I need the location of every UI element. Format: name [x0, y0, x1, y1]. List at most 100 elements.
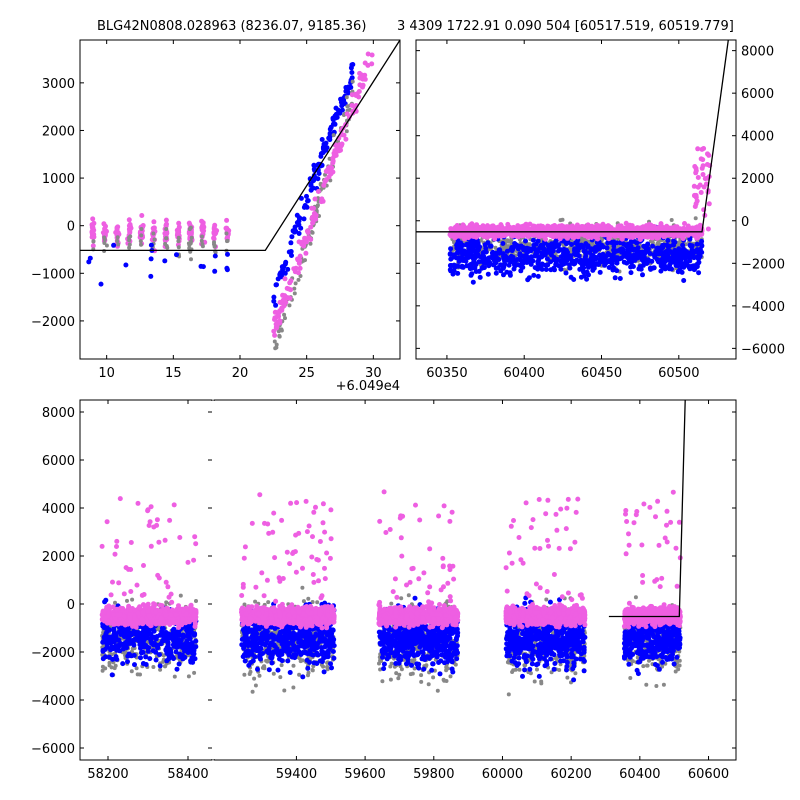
top-right-point-blue [545, 242, 551, 248]
top-right-point-blue [667, 266, 672, 272]
top-left-point-gray [176, 245, 181, 250]
bottom-point-blue [150, 648, 156, 654]
top-right-point-blue [699, 249, 705, 255]
top-left-point-blue [319, 137, 325, 142]
bottom-point-blue [143, 662, 149, 667]
top-left-point-pink [163, 217, 169, 223]
top-right-point-pink [671, 227, 677, 232]
top-left-point-gray [308, 241, 313, 246]
top-right-point-pink [705, 226, 711, 232]
bottom-point-gray [130, 646, 135, 651]
top-right-point-blue [655, 251, 660, 257]
top-left-point-blue [318, 153, 324, 159]
top-right-point-blue [514, 257, 520, 262]
bottom-point-blue [132, 636, 138, 642]
top-left-point-gray [115, 239, 120, 243]
top-right-point-blue [535, 265, 541, 270]
top-left-point-pink [297, 257, 303, 263]
top-left-point-gray [283, 316, 287, 321]
bottom-point-blue [131, 652, 137, 658]
top-right-point-blue [694, 264, 700, 270]
top-left-point-gray [189, 239, 193, 244]
top-right-point-blue [459, 263, 465, 269]
bottom-point-blue [120, 661, 126, 667]
top-left-point-pink [370, 33, 375, 38]
top-right-ytick-label: 8000 [741, 45, 774, 60]
top-left-point-gray [187, 227, 192, 232]
top-left-point-blue [304, 193, 309, 199]
top-right-point-pink [479, 232, 485, 238]
top-left-point-blue [174, 252, 179, 258]
top-left-point-blue [289, 253, 294, 258]
top-right-point-blue [482, 258, 488, 264]
top-right-point-blue [447, 267, 453, 273]
top-right-point-blue [699, 238, 705, 244]
top-left-point-pink [343, 136, 349, 142]
bottom-point-blue [143, 654, 149, 660]
bottom-point-blue [109, 646, 115, 652]
top-right-point-blue [608, 240, 614, 245]
top-left-point-blue [335, 107, 341, 113]
bottom-point-blue [171, 638, 177, 643]
top-left-point-gray [189, 235, 194, 240]
top-left-point-pink [369, 61, 375, 67]
top-right-point-blue [609, 255, 615, 261]
top-left-point-pink [357, 70, 363, 76]
bottom-point-blue [157, 663, 163, 669]
top-right-point-blue [691, 248, 697, 254]
top-right-point-pink [698, 156, 704, 162]
top-right-point-blue [592, 256, 598, 262]
top-right-point-blue [675, 269, 681, 275]
top-right-point-blue [574, 251, 580, 257]
top-left-point-gray [116, 242, 121, 247]
top-left-point-gray [164, 236, 169, 241]
bottom-point-blue [131, 629, 137, 635]
top-left-point-pink [272, 309, 278, 315]
top-left-point-blue [349, 70, 355, 75]
top-right-point-pink [630, 233, 636, 239]
bottom-point-pink [191, 557, 197, 563]
top-right-point-blue [500, 265, 506, 271]
top-left-point-pink [356, 89, 362, 94]
top-right-point-blue [500, 251, 506, 257]
bottom-point-blue [109, 672, 115, 678]
bottom-point-pink [155, 572, 161, 578]
top-right-point-pink [564, 224, 570, 230]
top-right-point-blue [461, 248, 467, 254]
top-left-point-gray [139, 242, 143, 247]
top-left-point-pink [274, 325, 279, 331]
top-right-point-blue [497, 247, 503, 253]
top-left-point-pink [306, 235, 311, 241]
top-right-point-blue [531, 242, 537, 248]
bottom-point-pink [169, 599, 175, 605]
top-left-point-blue [327, 137, 333, 143]
top-left-point-pink [176, 220, 182, 226]
bottom-point-blue [188, 658, 194, 664]
top-left-point-blue [350, 62, 356, 67]
top-left-point-pink [310, 214, 316, 220]
top-left-point-blue [111, 242, 117, 248]
top-right-point-blue [686, 265, 692, 271]
top-right-point-blue [694, 241, 700, 247]
bottom-point-gray [107, 660, 112, 665]
top-right-ytick-label: −2000 [741, 257, 785, 272]
top-left-point-blue [289, 234, 295, 240]
bottom-point-blue [111, 628, 117, 634]
top-left-point-pink [90, 243, 96, 249]
top-left-point-pink [277, 318, 283, 324]
top-left-point-pink [362, 60, 368, 66]
top-left-point-pink [360, 82, 366, 88]
top-left-point-pink [272, 317, 277, 322]
top-right-point-blue [493, 265, 499, 271]
top-right-xtick-label: 60350 [426, 366, 467, 381]
bottom-point-blue [160, 633, 166, 639]
top-right-point-pink [498, 233, 504, 239]
top-left-point-pink [362, 72, 368, 78]
top-right-point-blue [590, 260, 596, 266]
bottom-point-blue [149, 641, 155, 646]
top-left-point-pink [151, 219, 157, 225]
top-right-point-blue [488, 243, 494, 249]
top-left-point-pink [297, 253, 303, 259]
top-left-point-pink [341, 132, 347, 138]
